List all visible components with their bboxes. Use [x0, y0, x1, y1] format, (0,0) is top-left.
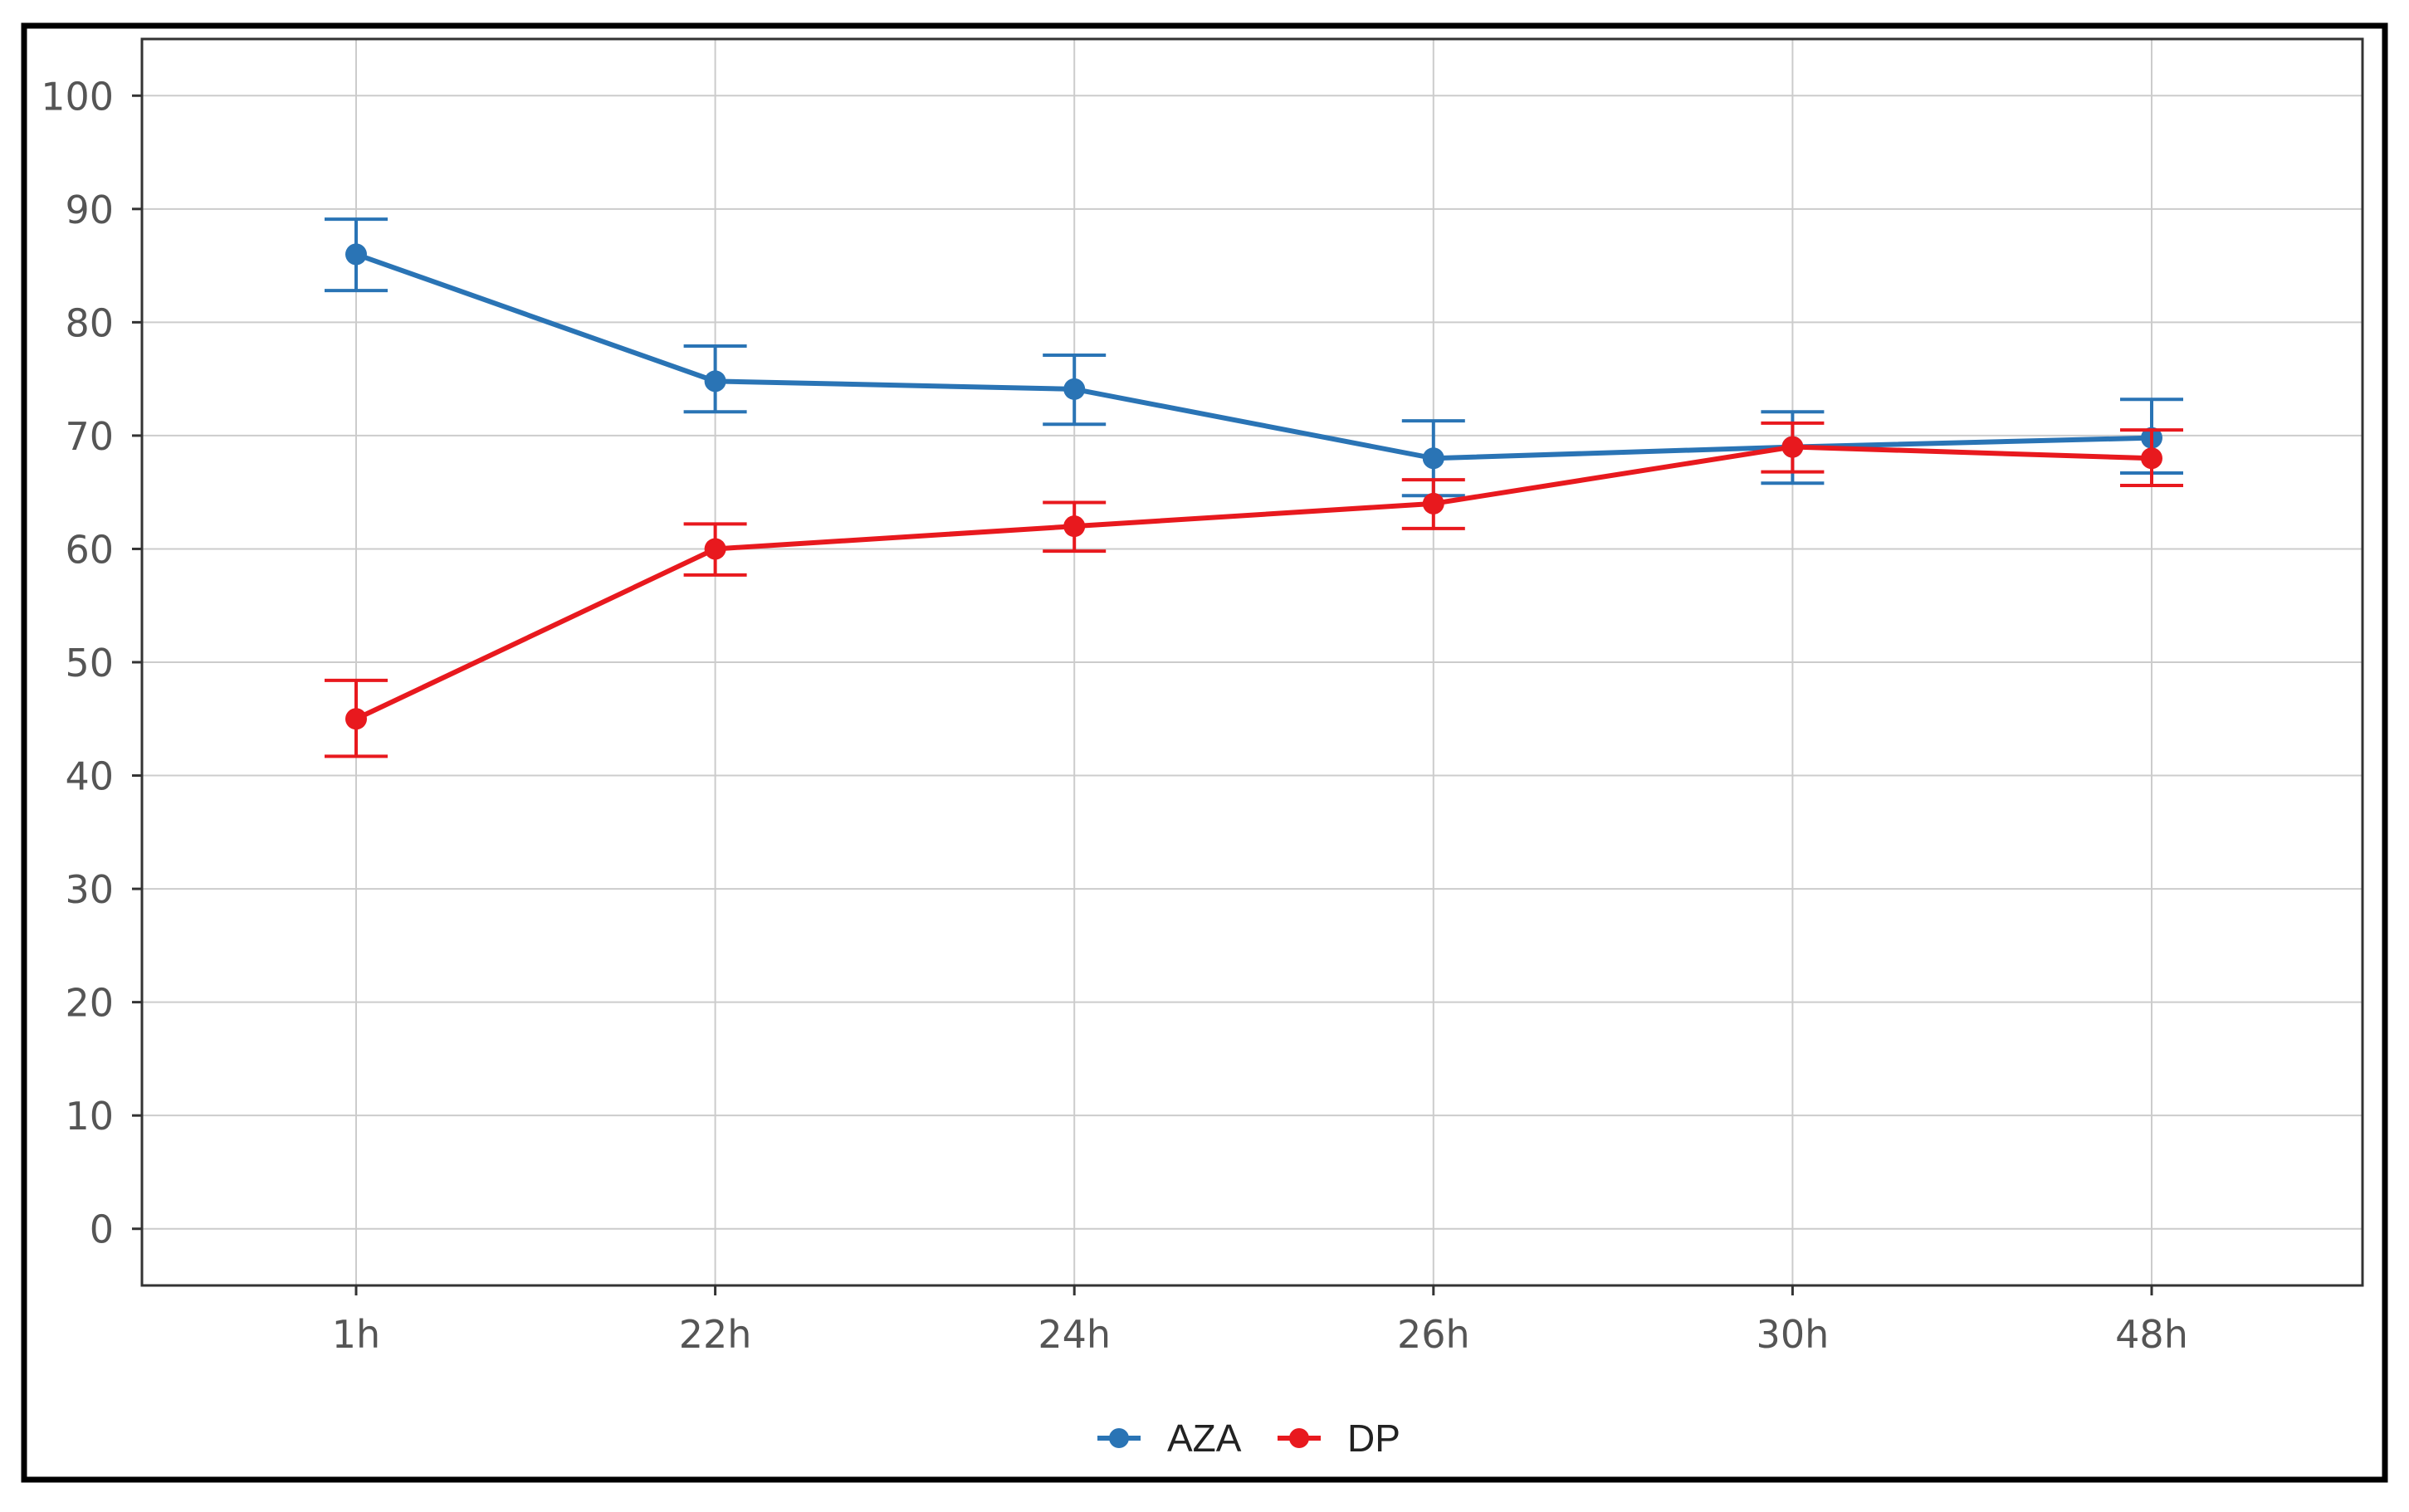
- dp-point: [1063, 515, 1086, 538]
- y-tick-label: 20: [65, 981, 114, 1026]
- legend-label-dp: DP: [1347, 1417, 1400, 1460]
- y-tick-label: 80: [65, 300, 114, 345]
- aza-point: [1422, 447, 1444, 470]
- x-tick-label: 22h: [679, 1312, 752, 1357]
- legend-swatch-point: [1109, 1428, 1129, 1448]
- y-tick-label: 90: [65, 188, 114, 232]
- legend: AZA DP: [1097, 1417, 1400, 1460]
- dp-line: [354, 444, 2152, 721]
- axes: 0 10 20 30 40 50 60 70 80 90 100 1h 22h 24h 26h 30h 48h: [41, 74, 2188, 1357]
- y-tick-label: 60: [65, 527, 114, 572]
- aza-line: [355, 251, 2152, 461]
- x-tick-label: 24h: [1038, 1312, 1111, 1357]
- legend-label-aza: AZA: [1167, 1417, 1242, 1460]
- dp-point: [1781, 436, 1804, 458]
- dp-point: [704, 538, 726, 560]
- aza-point: [345, 243, 367, 266]
- x-tick-label: 26h: [1397, 1312, 1470, 1357]
- dp-point: [1422, 492, 1444, 515]
- y-tick-label: 50: [65, 641, 114, 685]
- y-tick-label: 0: [90, 1207, 114, 1252]
- series-dp: [325, 421, 2183, 758]
- y-tick-label: 100: [41, 74, 114, 119]
- y-tick-label: 40: [65, 754, 114, 799]
- legend-swatch-point: [1289, 1428, 1309, 1448]
- legend-item-dp: DP: [1278, 1417, 1400, 1460]
- x-tick-label: 48h: [2115, 1312, 2188, 1357]
- y-tick-label: 30: [65, 867, 114, 912]
- x-tick-label: 1h: [332, 1312, 380, 1357]
- y-tick-label: 70: [65, 414, 114, 459]
- series-aza: [325, 217, 2183, 498]
- dp-point: [345, 708, 367, 730]
- aza-point: [704, 370, 726, 393]
- x-tick-label: 30h: [1757, 1312, 1830, 1357]
- legend-item-aza: AZA: [1097, 1417, 1242, 1460]
- outer-frame: [21, 22, 2388, 1483]
- y-tick-label: 10: [65, 1094, 114, 1139]
- series: [325, 217, 2183, 758]
- dp-point: [2141, 447, 2162, 470]
- aza-point: [1063, 378, 1086, 400]
